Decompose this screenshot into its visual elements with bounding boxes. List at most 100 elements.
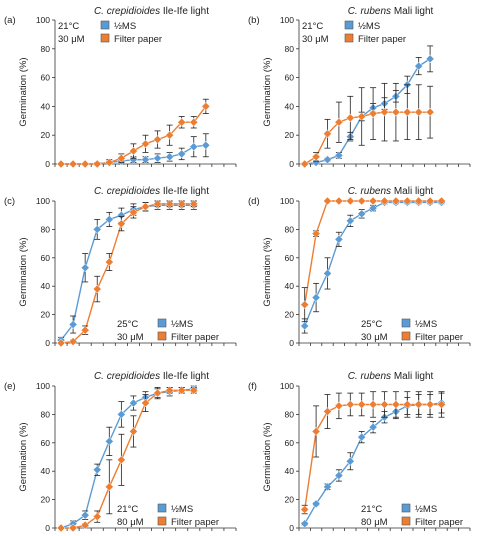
data-point	[345, 216, 355, 226]
panel-label: (d)	[248, 196, 260, 207]
data-point	[380, 196, 389, 206]
title-species: C. crepidioides	[94, 186, 160, 197]
title-rest: Ile-Ife light	[160, 6, 209, 17]
y-tick-label: 60	[41, 253, 51, 263]
data-point	[311, 293, 321, 302]
series-filter-paper	[56, 98, 211, 169]
panel-c: C. crepidioides Ile-Ife light 0 20 40 60 80 10…	[4, 186, 237, 348]
y-tick-label: 0	[45, 523, 50, 533]
y-tick-label: 80	[285, 44, 295, 54]
y-tick-label: 80	[41, 409, 51, 419]
data-point	[56, 523, 66, 533]
data-point	[153, 199, 162, 209]
title-rest: Mali light	[391, 186, 433, 197]
condition-temperature: 21°C	[302, 21, 323, 32]
data-point	[425, 400, 435, 409]
title-species: C. rubens	[348, 371, 391, 382]
data-point	[80, 325, 90, 335]
data-point	[380, 400, 389, 409]
y-tick-label: 60	[285, 73, 295, 83]
data-point	[323, 155, 332, 165]
y-tick-label: 0	[289, 159, 294, 169]
data-point	[56, 159, 66, 169]
data-point	[414, 107, 424, 117]
y-tick-label: 100	[280, 15, 294, 25]
data-point	[357, 209, 367, 219]
data-point	[141, 139, 150, 149]
data-point	[311, 499, 321, 509]
data-point	[68, 337, 78, 346]
data-point	[117, 153, 126, 163]
data-point	[201, 102, 211, 111]
data-point	[368, 109, 378, 118]
data-point	[414, 400, 424, 409]
data-point	[311, 229, 321, 239]
data-point	[437, 400, 446, 409]
panel-e: C. crepidioides Ile-Ife light 0 20 40 60 80 10…	[4, 371, 237, 533]
legend-swatch	[344, 33, 354, 43]
series-line	[304, 403, 442, 510]
data-point	[104, 437, 114, 446]
data-point	[425, 54, 435, 64]
condition-temperature: 25°C	[361, 319, 382, 330]
legend-label: ½MS	[114, 21, 136, 32]
data-point	[92, 225, 102, 234]
legend-swatch	[157, 516, 167, 526]
y-axis-label: Germination (%)	[262, 57, 273, 126]
data-point	[141, 155, 150, 165]
series-filter-paper	[300, 82, 435, 169]
y-tick-label: 20	[41, 310, 51, 320]
y-axis-label: Germination (%)	[262, 237, 273, 306]
data-point	[189, 142, 199, 152]
legend-label: Filter paper	[415, 517, 463, 528]
data-point	[300, 300, 310, 310]
data-point	[323, 407, 332, 416]
data-point	[141, 202, 150, 212]
data-point	[165, 199, 174, 209]
data-point	[368, 400, 378, 409]
data-point	[334, 401, 344, 411]
series-line	[304, 111, 431, 165]
y-tick-label: 0	[289, 338, 294, 348]
panel-title: C. rubens Mali light	[348, 6, 434, 17]
legend-label: Filter paper	[358, 34, 406, 45]
data-point	[437, 196, 446, 206]
title-rest: Ile-Ife light	[160, 371, 209, 382]
data-point	[68, 523, 78, 533]
title-species: C. rubens	[348, 6, 391, 17]
y-tick-label: 60	[285, 253, 295, 263]
panel-f: C. rubens Mali light 0 20 40 60 80 100 Germinat…	[248, 371, 471, 533]
data-point	[334, 151, 344, 160]
data-point	[357, 432, 367, 442]
legend-swatch	[401, 318, 411, 328]
legend-swatch	[157, 503, 167, 513]
legend-label: Filter paper	[415, 332, 463, 343]
data-point	[391, 196, 401, 206]
data-point	[334, 234, 344, 244]
legend-swatch	[157, 318, 167, 328]
series-filter-paper	[300, 196, 446, 323]
data-point	[129, 208, 138, 217]
data-point	[92, 159, 102, 169]
data-point	[368, 203, 378, 213]
data-point	[414, 61, 424, 71]
condition-temperature: 21°C	[361, 504, 382, 515]
data-point	[402, 107, 412, 117]
data-point	[117, 410, 126, 419]
y-axis-label: Germination (%)	[18, 57, 29, 126]
panel-d: C. rubens Mali light 0 20 40 60 80 100 Germinat…	[248, 186, 471, 348]
y-tick-label: 40	[285, 101, 295, 111]
data-point	[92, 465, 102, 475]
y-tick-label: 100	[280, 196, 294, 206]
y-axis-label: Germination (%)	[18, 237, 29, 306]
data-point	[425, 196, 435, 206]
y-tick-label: 100	[36, 381, 50, 391]
data-point	[80, 263, 90, 273]
data-point	[189, 199, 199, 209]
y-tick-label: 60	[41, 438, 51, 448]
legend-swatch	[401, 331, 411, 341]
series-line	[304, 58, 431, 165]
legend-label: ½MS	[358, 21, 380, 32]
data-point	[92, 512, 102, 521]
